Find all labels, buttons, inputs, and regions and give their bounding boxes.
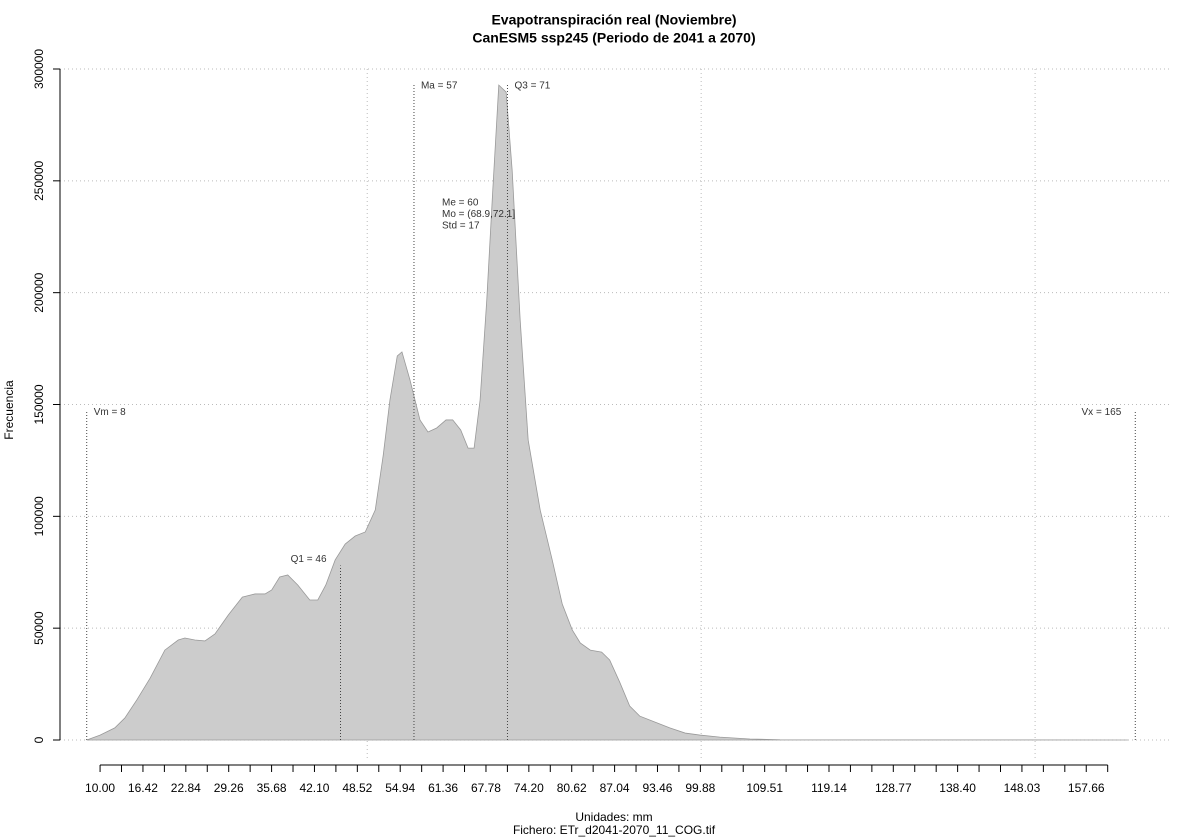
x-tick-label: 109.51 [746, 781, 783, 795]
x-tick-label: 48.52 [342, 781, 372, 795]
y-tick-label: 150000 [32, 384, 46, 424]
y-tick-label: 50000 [32, 611, 46, 645]
x-tick-label: 138.40 [939, 781, 976, 795]
x-tick-label: 80.62 [557, 781, 587, 795]
x-tick-label: 157.66 [1068, 781, 1105, 795]
y-tick-label: 250000 [32, 160, 46, 200]
y-tick-label: 100000 [32, 496, 46, 536]
x-tick-label: 22.84 [171, 781, 201, 795]
y-tick-label: 200000 [32, 272, 46, 312]
x-tick-label: 10.00 [85, 781, 115, 795]
chart-title: Evapotranspiración real (Noviembre) [491, 12, 736, 28]
stat-label: Q3 = 71 [514, 80, 550, 91]
stat-label: Vx = 165 [1082, 407, 1122, 418]
x-tick-label: 61.36 [428, 781, 458, 795]
stat-label: Vm = 8 [94, 407, 126, 418]
x-caption: Fichero: ETr_d2041-2070_11_COG.tif [513, 823, 716, 837]
density-area [86, 84, 1128, 741]
x-tick-label: 54.94 [385, 781, 415, 795]
chart-subtitle: CanESM5 ssp245 (Periodo de 2041 a 2070) [472, 30, 755, 46]
x-tick-label: 42.10 [299, 781, 329, 795]
x-tick-label: 29.26 [214, 781, 244, 795]
x-tick-label: 148.03 [1004, 781, 1041, 795]
x-tick-label: 35.68 [257, 781, 287, 795]
y-tick-label: 0 [32, 736, 46, 743]
stat-label: Q1 = 46 [291, 554, 327, 565]
x-tick-label: 16.42 [128, 781, 158, 795]
stat-text: Std = 17 [442, 221, 480, 232]
stat-text: Me = 60 [442, 198, 479, 209]
y-tick-label: 300000 [32, 49, 46, 89]
x-tick-label: 128.77 [875, 781, 912, 795]
stat-text: Mo = (68.9,72.1] [442, 209, 515, 220]
x-tick-label: 119.14 [811, 781, 847, 795]
x-axis-label: Unidades: mm [575, 810, 652, 824]
x-tick-label: 93.46 [642, 781, 672, 795]
y-axis-label: Frecuencia [2, 380, 16, 440]
x-tick-label: 87.04 [600, 781, 630, 795]
x-tick-label: 74.20 [514, 781, 544, 795]
x-tick-label: 99.88 [685, 781, 715, 795]
stat-label: Ma = 57 [421, 80, 458, 91]
x-tick-label: 67.78 [471, 781, 501, 795]
